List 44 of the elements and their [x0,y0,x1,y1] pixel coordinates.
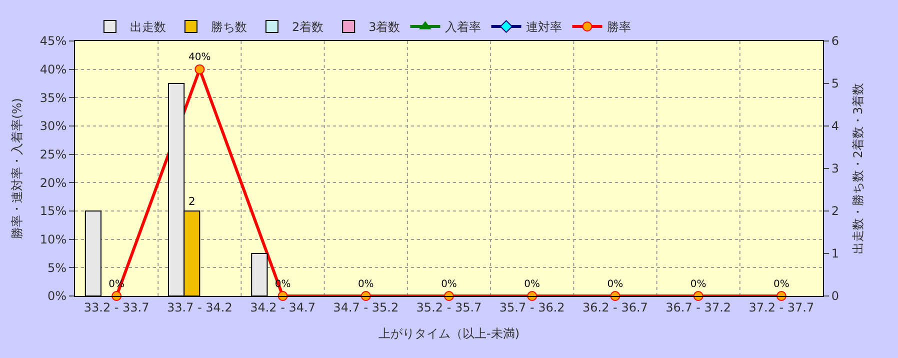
y2-tick-label: 3 [831,162,840,176]
legend-label: 勝率 [607,20,632,34]
data-label: 0% [524,278,540,290]
y-tick-label: 40% [40,62,67,77]
legend-label: 出走数 [130,20,166,34]
x-tick-label: 34.2 - 34.7 [250,300,316,314]
y-tick-label: 25% [40,148,67,162]
x-tick-label: 33.2 - 33.7 [84,300,150,314]
x-tick-label: 34.7 - 35.2 [333,300,399,314]
data-label: 0% [441,278,457,290]
y-tick-label: 10% [40,232,67,247]
x-tick-label: 36.2 - 36.7 [582,300,648,314]
x-tick-label: 36.7 - 37.2 [666,300,732,314]
legend-label: 2着数 [292,20,324,34]
legend-label: 勝ち数 [210,20,247,34]
x-tick-label: 33.7 - 34.2 [166,300,232,314]
y2-tick-label: 2 [831,204,840,218]
y-tick-label: 30% [40,119,67,134]
y-tick-label: 45% [40,34,67,48]
y2-tick-label: 5 [831,76,840,91]
y-tick-label: 0% [48,289,67,304]
legend-label: 入着率 [445,20,482,34]
data-label: 2 [188,195,196,208]
y-tick-label: 35% [40,90,67,105]
y2-tick-label: 1 [831,246,840,261]
data-label: 0% [607,278,624,290]
data-label: 40% [188,52,211,64]
y-tick-label: 15% [40,204,67,218]
y2-axis-title: 出走数・勝ち数・2着数・3着数 [850,82,865,254]
x-axis-title: 上がりタイム（以上-未満) [378,326,520,340]
legend-label: 3着数 [368,20,400,34]
y-tick-label: 5% [48,260,67,275]
x-tick-label: 35.2 - 35.7 [416,300,482,314]
x-tick-label: 35.7 - 36.2 [499,300,565,314]
y-tick-label: 20% [40,176,67,190]
legend-label: 連対率 [526,20,562,34]
data-label: 0% [774,278,790,290]
x-tick-label: 37.2 - 37.7 [748,300,814,314]
y2-tick-label: 4 [831,119,840,134]
data-label: 0% [358,278,374,290]
y-axis-title: 勝率・連対率・入着率(%) [10,98,24,239]
y2-tick-label: 0 [831,289,840,304]
y2-tick-label: 6 [831,34,840,48]
data-label: 0% [690,278,706,290]
